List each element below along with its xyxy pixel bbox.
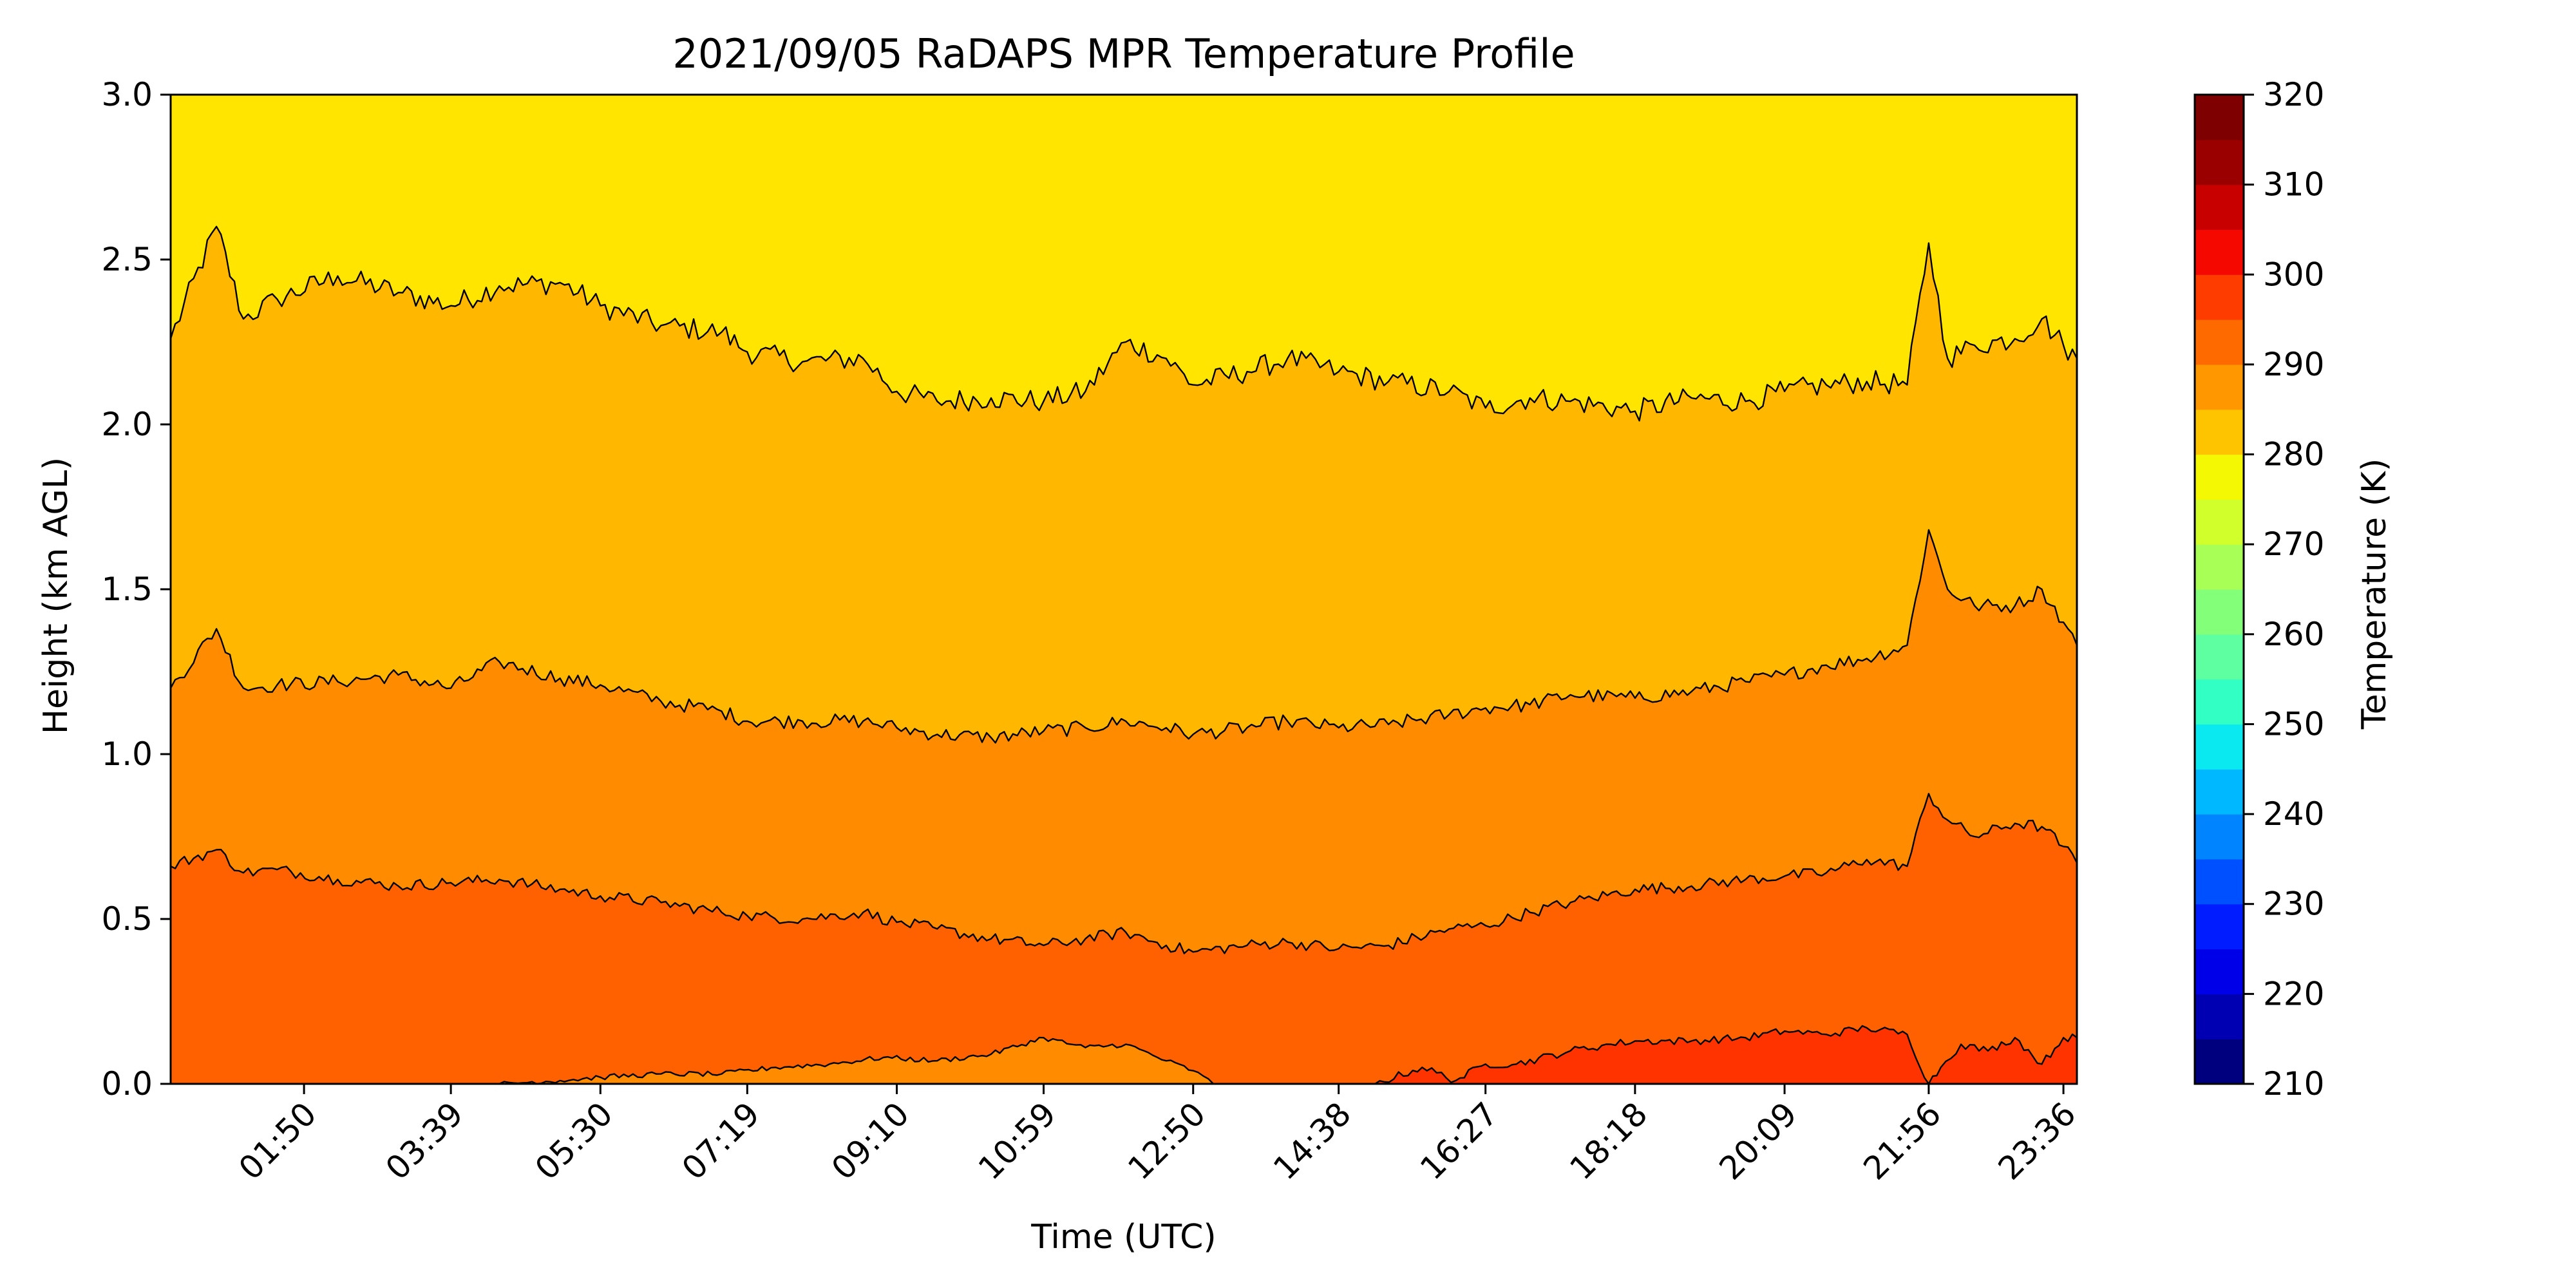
x-tick-label: 05:30 xyxy=(528,1095,620,1187)
x-tick-label: 07:19 xyxy=(675,1095,767,1187)
y-tick-label: 1.0 xyxy=(101,735,153,773)
colorbar-swatch xyxy=(2195,634,2244,680)
y-tick-label: 1.5 xyxy=(101,571,153,608)
y-tick-label: 3.0 xyxy=(101,76,153,113)
contour-line-295 xyxy=(170,793,2078,954)
x-tick-label: 09:10 xyxy=(824,1095,916,1187)
colorbar-swatch xyxy=(2195,949,2244,994)
colorbar-swatch xyxy=(2195,139,2244,185)
colorbar-tick-label: 310 xyxy=(2263,166,2324,204)
x-tick-label: 16:27 xyxy=(1413,1095,1505,1187)
x-tick-label: 03:39 xyxy=(379,1095,471,1187)
colorbar-tick-label: 240 xyxy=(2263,795,2324,833)
colorbar-tick-label: 300 xyxy=(2263,256,2324,293)
colorbar-swatch xyxy=(2195,994,2244,1039)
region-295-300 xyxy=(171,793,2077,1084)
y-tick-label: 0.5 xyxy=(101,900,153,938)
contour-line-290-surface xyxy=(498,1036,1214,1085)
colorbar-tick-label: 220 xyxy=(2263,975,2324,1012)
colorbar-swatch xyxy=(2195,769,2244,815)
contour-line-285 xyxy=(169,225,2078,422)
colorbar-swatch xyxy=(2195,95,2244,140)
colorbar-swatch xyxy=(2195,409,2244,455)
colorbar-tick-label: 320 xyxy=(2263,76,2324,113)
colorbar-swatch xyxy=(2195,274,2244,320)
colorbar-swatch xyxy=(2195,454,2244,500)
x-axis-label: Time (UTC) xyxy=(1030,1218,1216,1256)
colorbar-swatch xyxy=(2195,229,2244,275)
colorbar-tick-label: 270 xyxy=(2263,526,2324,563)
contour-line-300 xyxy=(1374,1025,2078,1085)
x-tick-label: 23:36 xyxy=(1991,1095,2083,1187)
colorbar-swatch xyxy=(2195,679,2244,725)
colorbar-swatch xyxy=(2195,814,2244,860)
colorbar-swatch xyxy=(2195,499,2244,545)
y-tick-label: 2.5 xyxy=(101,241,153,278)
x-tick-label: 20:09 xyxy=(1712,1095,1804,1187)
x-tick-label: 12:50 xyxy=(1121,1095,1213,1187)
colorbar-tick-label: 250 xyxy=(2263,705,2324,743)
colorbar-swatch xyxy=(2195,184,2244,231)
colorbar-tick-label: 230 xyxy=(2263,886,2324,923)
plot-area xyxy=(169,93,2078,1085)
x-tick-label: 21:56 xyxy=(1856,1095,1948,1187)
colorbar-swatch xyxy=(2195,858,2244,905)
y-axis-label: Height (km AGL) xyxy=(37,457,75,734)
y-tick-label: 0.0 xyxy=(101,1065,153,1103)
contour-line-290 xyxy=(169,529,2078,744)
region-300-305 xyxy=(1375,1026,2077,1084)
colorbar-tick-label: 260 xyxy=(2263,616,2324,653)
x-tick-label: 14:38 xyxy=(1266,1095,1358,1187)
colorbar-swatch xyxy=(2195,724,2244,770)
colorbar-frame xyxy=(2193,93,2245,1085)
colorbar-swatch xyxy=(2195,904,2244,950)
colorbar: 210 220 230 240 250 260 270 280 290 300 310 320 xyxy=(2193,76,2324,1103)
colorbar-swatch xyxy=(2195,589,2244,635)
x-tick-label: 18:18 xyxy=(1562,1095,1654,1187)
colorbar-label: Temperature (K) xyxy=(2355,459,2394,730)
x-tick-label: 10:59 xyxy=(971,1095,1063,1187)
chart-title: 2021/09/05 RaDAPS MPR Temperature Profil… xyxy=(672,30,1575,77)
colorbar-tick-label: 290 xyxy=(2263,346,2324,383)
colorbar-tick-label: 210 xyxy=(2263,1065,2324,1103)
region-290-295-surface xyxy=(499,1037,1214,1084)
colorbar-swatch xyxy=(2195,1039,2244,1084)
colorbar-swatch xyxy=(2195,319,2244,365)
colorbar-swatch xyxy=(2195,364,2244,410)
colorbar-swatch xyxy=(2195,544,2244,590)
y-axis: 0.0 0.5 1.0 1.5 2.0 2.5 3.0 xyxy=(101,76,171,1103)
x-axis: 01:50 03:39 05:30 07:19 09:10 10:59 12:50 14:38… xyxy=(232,1084,2083,1187)
y-tick-label: 2.0 xyxy=(101,406,153,443)
colorbar-tick-label: 280 xyxy=(2263,436,2324,473)
x-tick-label: 01:50 xyxy=(232,1095,324,1187)
